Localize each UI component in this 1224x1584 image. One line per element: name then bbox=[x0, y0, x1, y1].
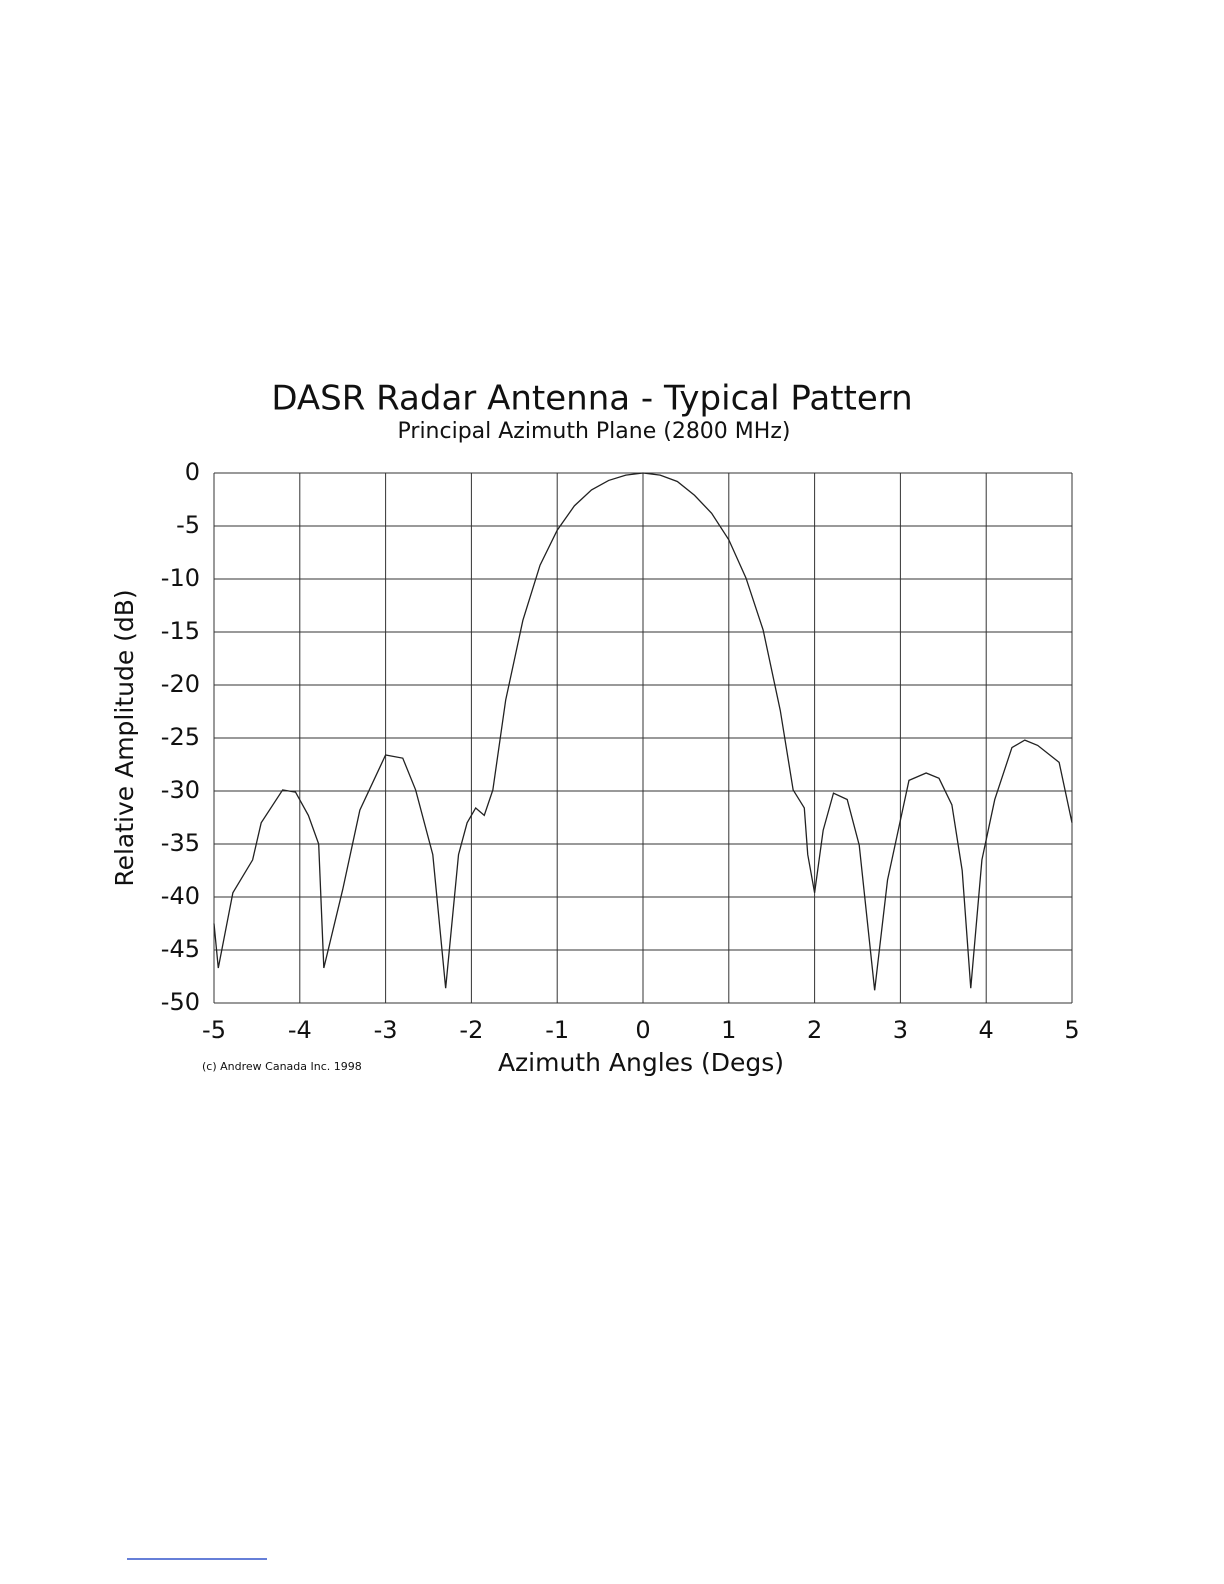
y-tick-label: -5 bbox=[176, 511, 200, 539]
y-tick-label: -10 bbox=[161, 564, 200, 592]
copyright-note: (c) Andrew Canada Inc. 1998 bbox=[202, 1060, 362, 1073]
x-tick-label: -4 bbox=[288, 1016, 312, 1044]
x-tick-label: 1 bbox=[721, 1016, 736, 1044]
x-tick-label: 5 bbox=[1064, 1016, 1079, 1044]
x-tick-label: 4 bbox=[979, 1016, 994, 1044]
chart-subtitle: Principal Azimuth Plane (2800 MHz) bbox=[398, 419, 791, 444]
y-tick-label: -30 bbox=[161, 776, 200, 804]
y-tick-label: -40 bbox=[161, 882, 200, 910]
x-tick-label: -2 bbox=[459, 1016, 483, 1044]
chart-title: DASR Radar Antenna - Typical Pattern bbox=[271, 379, 912, 419]
x-tick-label: 0 bbox=[635, 1016, 650, 1044]
y-tick-label: -50 bbox=[161, 988, 200, 1016]
data-line bbox=[213, 472, 1073, 991]
y-tick-label: -15 bbox=[161, 617, 200, 645]
x-tick-label: -3 bbox=[374, 1016, 398, 1044]
x-tick-label: 2 bbox=[807, 1016, 822, 1044]
x-tick-label: 3 bbox=[893, 1016, 908, 1044]
y-tick-label: -35 bbox=[161, 829, 200, 857]
y-tick-label: -25 bbox=[161, 723, 200, 751]
x-axis-label: Azimuth Angles (Degs) bbox=[498, 1048, 784, 1077]
x-tick-label: -5 bbox=[202, 1016, 226, 1044]
y-tick-label: -20 bbox=[161, 670, 200, 698]
x-tick-label: -1 bbox=[545, 1016, 569, 1044]
y-tick-label: 0 bbox=[185, 458, 200, 486]
y-axis-label: Relative Amplitude (dB) bbox=[110, 589, 139, 886]
y-tick-label: -45 bbox=[161, 935, 200, 963]
